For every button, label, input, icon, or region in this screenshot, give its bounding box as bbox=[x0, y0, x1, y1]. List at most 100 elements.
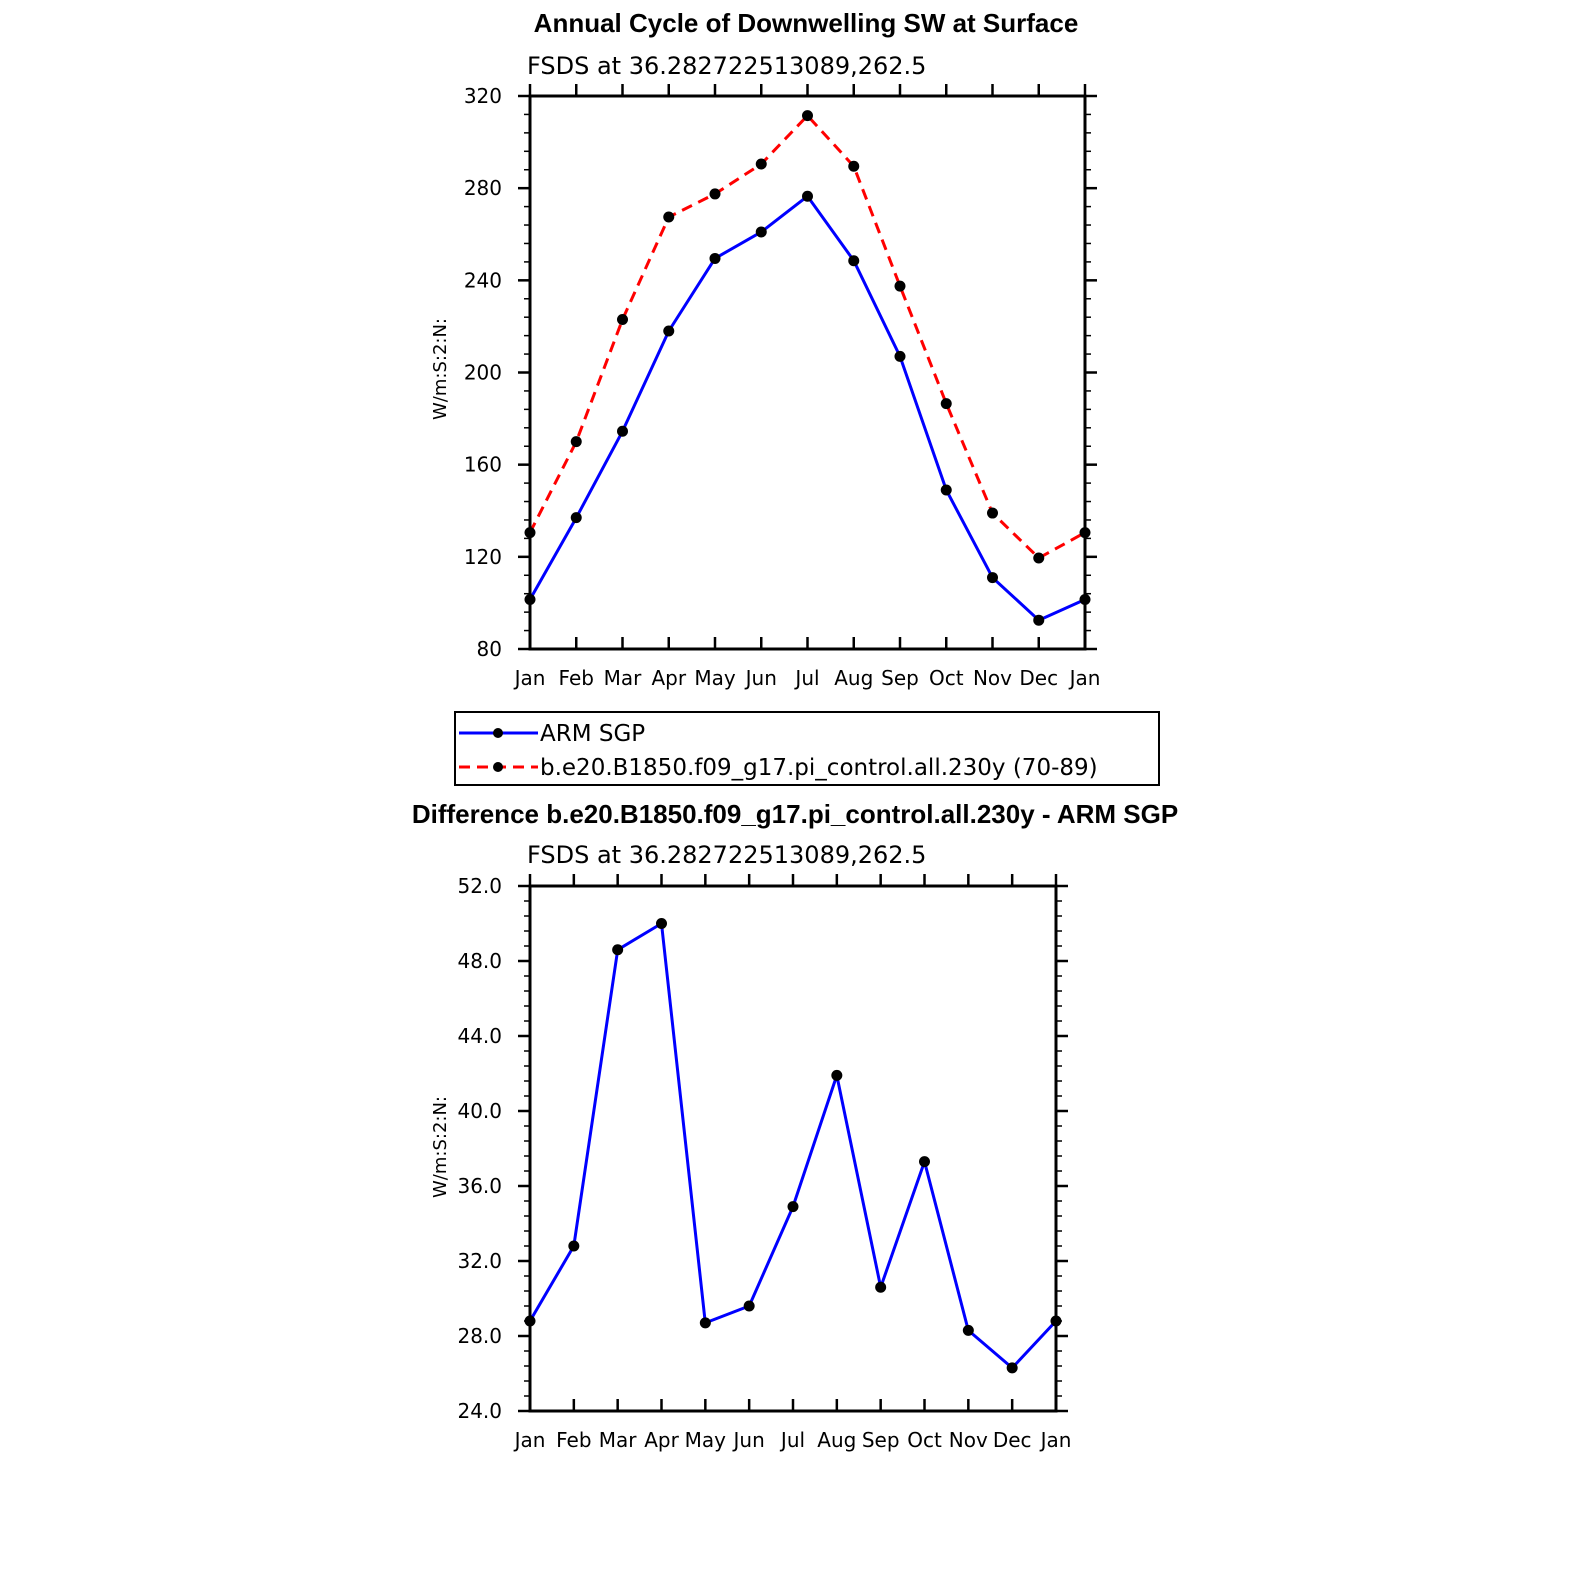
y-tick-label: 320 bbox=[464, 84, 502, 108]
legend-label-model: b.e20.B1850.f09_g17.pi_control.all.230y … bbox=[540, 755, 1098, 781]
x-tick-labels: Jan Feb Mar Apr May Jun Jul Aug Sep Oct Nov Dec Jan bbox=[513, 1428, 1072, 1452]
plot-frame bbox=[528, 94, 1087, 651]
x-tick-label: Aug bbox=[817, 1428, 856, 1452]
y-tick-label: 240 bbox=[464, 268, 502, 292]
data-point bbox=[987, 572, 998, 584]
x-tick-label: Apr bbox=[651, 666, 686, 690]
x-tick-label: Sep bbox=[881, 666, 919, 690]
data-point bbox=[848, 160, 860, 172]
chart-title: Difference b.e20.B1850.f09_g17.pi_contro… bbox=[412, 799, 1178, 829]
x-tick-label: Oct bbox=[907, 1428, 942, 1452]
y-tick-label: 36.0 bbox=[457, 1174, 502, 1198]
chart-title: Annual Cycle of Downwelling SW at Surfac… bbox=[534, 8, 1079, 38]
data-point bbox=[1033, 552, 1045, 564]
x-tick-label: Jul bbox=[779, 1428, 805, 1452]
y-tick-label: 52.0 bbox=[457, 874, 502, 898]
data-point bbox=[894, 280, 906, 292]
x-tick-label: May bbox=[694, 666, 736, 690]
data-point bbox=[940, 398, 952, 410]
chart-subtitle: FSDS at 36.282722513089,262.5 bbox=[527, 52, 926, 80]
x-tick-label: Dec bbox=[1019, 666, 1058, 690]
data-point bbox=[755, 226, 767, 238]
x-tick-label: Jan bbox=[513, 1428, 546, 1452]
x-tick-label: Jun bbox=[732, 1428, 765, 1452]
data-point bbox=[1033, 614, 1045, 626]
data-point bbox=[699, 1317, 711, 1329]
data-point bbox=[663, 325, 675, 337]
x-tick-label: Oct bbox=[929, 666, 964, 690]
y-tick-label: 40.0 bbox=[457, 1099, 502, 1123]
x-tick-label: Jan bbox=[513, 666, 546, 690]
y-tick-label: 28.0 bbox=[457, 1324, 502, 1348]
y-tick-label: 32.0 bbox=[457, 1249, 502, 1273]
data-point bbox=[743, 1300, 755, 1312]
y-tick-label: 160 bbox=[464, 453, 502, 477]
data-point bbox=[570, 436, 582, 448]
data-point bbox=[940, 484, 952, 496]
series-line-1 bbox=[528, 114, 1086, 560]
y-tick-label: 80 bbox=[477, 637, 502, 661]
x-tick-label: Nov bbox=[949, 1428, 988, 1452]
x-tick-label: May bbox=[685, 1428, 727, 1452]
series-group bbox=[524, 110, 1091, 626]
data-point bbox=[802, 190, 813, 202]
data-point bbox=[709, 188, 721, 200]
plot-frame bbox=[528, 884, 1058, 1413]
y-axis-label: W/m:S:2:N: bbox=[430, 1096, 451, 1198]
data-point bbox=[1006, 1362, 1018, 1374]
legend: ARM SGP b.e20.B1850.f09_g17.pi_control.a… bbox=[454, 711, 1160, 786]
data-point bbox=[987, 507, 998, 519]
y-tick-label: 24.0 bbox=[457, 1399, 502, 1423]
y-tick-label: 280 bbox=[464, 176, 502, 200]
x-tick-label: Nov bbox=[973, 666, 1012, 690]
data-point bbox=[612, 944, 624, 956]
series-line-0 bbox=[528, 922, 1058, 1370]
y-tick-label: 120 bbox=[464, 545, 502, 569]
x-tick-label: Jun bbox=[744, 666, 777, 690]
y-tick-labels: 80 120 160 200 240 280 320 bbox=[464, 84, 502, 661]
x-tick-label: Aug bbox=[834, 666, 873, 690]
x-tick-label: Jan bbox=[1068, 666, 1101, 690]
data-point bbox=[894, 350, 906, 362]
y-tick-label: 44.0 bbox=[457, 1024, 502, 1048]
x-tick-label: Feb bbox=[559, 666, 594, 690]
x-tick-label: Jul bbox=[793, 666, 819, 690]
data-point bbox=[962, 1324, 974, 1336]
x-tick-label: Dec bbox=[993, 1428, 1032, 1452]
annual-cycle-chart: Annual Cycle of Downwelling SW at Surfac… bbox=[430, 8, 1100, 690]
y-axis-label: W/m:S:2:N: bbox=[430, 318, 451, 420]
series-line-0 bbox=[528, 194, 1086, 622]
data-point bbox=[802, 110, 813, 122]
y-tick-labels: 24.0 28.0 32.0 36.0 40.0 44.0 48.0 52.0 bbox=[457, 874, 502, 1423]
data-point bbox=[568, 1240, 580, 1252]
legend-marker-model bbox=[493, 762, 503, 772]
x-tick-label: Feb bbox=[556, 1428, 591, 1452]
data-point bbox=[663, 211, 675, 223]
data-point bbox=[656, 918, 667, 929]
x-tick-labels: Jan Feb Mar Apr May Jun Jul Aug Sep Oct Nov Dec Jan bbox=[513, 666, 1101, 690]
x-tick-label: Sep bbox=[862, 1428, 900, 1452]
chart-subtitle: FSDS at 36.282722513089,262.5 bbox=[527, 841, 926, 869]
data-point bbox=[570, 512, 582, 524]
x-tick-label: Mar bbox=[599, 1428, 638, 1452]
legend-marker-obs bbox=[493, 728, 503, 738]
axis-ticks bbox=[518, 874, 1068, 1413]
x-tick-label: Apr bbox=[644, 1428, 679, 1452]
y-tick-label: 200 bbox=[464, 361, 502, 385]
legend-label-obs: ARM SGP bbox=[540, 721, 645, 747]
y-tick-label: 48.0 bbox=[457, 949, 502, 973]
data-point bbox=[875, 1281, 887, 1293]
data-point bbox=[787, 1201, 799, 1213]
data-point bbox=[848, 255, 860, 267]
data-point bbox=[709, 252, 721, 264]
difference-chart: Difference b.e20.B1850.f09_g17.pi_contro… bbox=[412, 799, 1178, 1452]
data-point bbox=[617, 314, 628, 326]
x-tick-label: Jan bbox=[1039, 1428, 1072, 1452]
data-point bbox=[755, 158, 767, 170]
series-group bbox=[524, 918, 1062, 1374]
x-tick-label: Mar bbox=[604, 666, 643, 690]
data-point bbox=[831, 1069, 843, 1081]
legend-box bbox=[454, 711, 1160, 786]
data-point bbox=[617, 425, 628, 437]
